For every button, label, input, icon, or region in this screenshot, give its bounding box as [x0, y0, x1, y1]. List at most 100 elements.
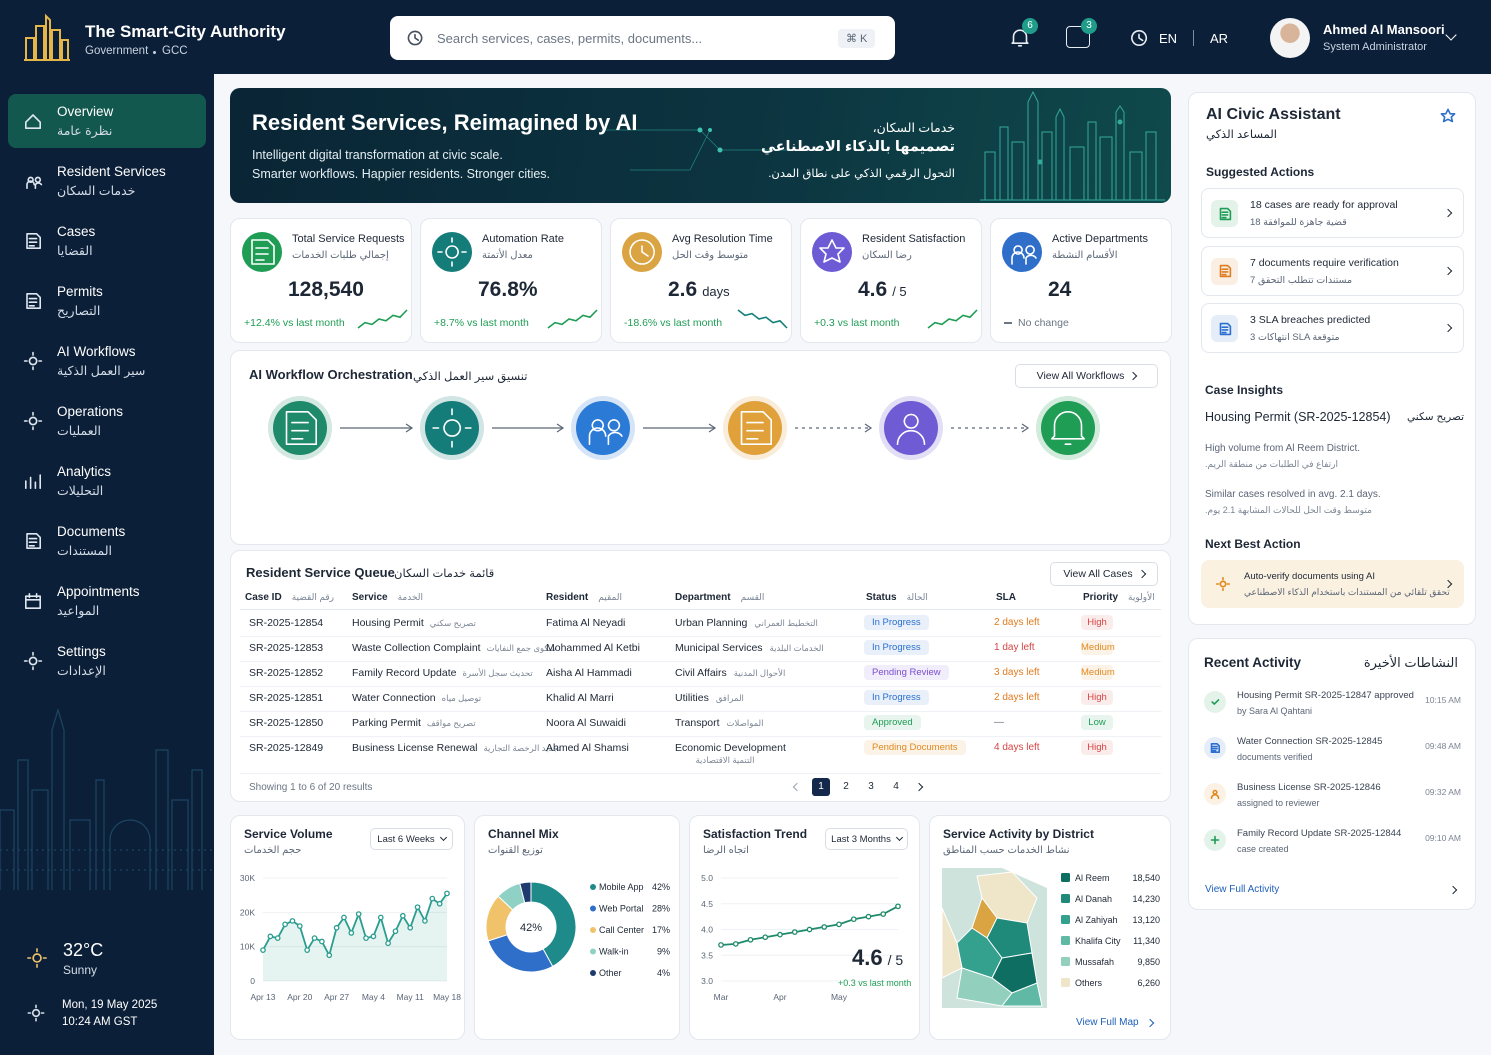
button[interactable]: View All Cases: [1050, 562, 1158, 586]
column-label-ar: المقيم: [598, 592, 622, 602]
pie-slice: [519, 881, 532, 904]
kpi-value: 24: [1048, 278, 1072, 301]
page-button[interactable]: 1: [812, 778, 830, 796]
column-label-ar: الخدمة: [397, 592, 424, 602]
point: [311, 935, 318, 941]
graphic: [26, 176, 43, 189]
page-button[interactable]: 4: [893, 781, 899, 792]
district-value: 13,120: [1132, 915, 1160, 925]
nav-label: Settings: [57, 644, 106, 659]
kpi-change: +0.3 vs last month: [814, 317, 900, 329]
graphic: [1219, 264, 1231, 278]
weather-condition: Sunny: [63, 963, 98, 977]
district-value: 14,230: [1132, 894, 1160, 904]
kpi-change: -18.6% vs last month: [624, 317, 723, 329]
filter-dropdown[interactable]: Last 3 Months: [825, 828, 908, 850]
assistant-title-ar: المساعد الذكي: [1206, 129, 1277, 141]
department-ar: التخطيط العمراني: [754, 618, 818, 628]
kpi-value-row: 128,540: [288, 278, 364, 302]
graphic: [728, 401, 782, 455]
button[interactable]: View All Workflows: [1015, 364, 1158, 388]
nav-label-ar: التحليلات: [57, 484, 104, 498]
sla: 2 days left: [994, 617, 1040, 628]
panel-title-ar: قائمة خدمات السكان: [394, 568, 495, 580]
kpi-value: 128,540: [288, 278, 364, 301]
graphic: [25, 114, 41, 129]
point: [377, 914, 384, 921]
point: [444, 890, 450, 897]
sla: 2 days left: [994, 692, 1040, 703]
priority-pill: High: [1081, 690, 1113, 705]
icon: [26, 293, 41, 309]
link[interactable]: View Full Activity: [1205, 884, 1280, 895]
graphic: [242, 232, 282, 272]
icon: [1219, 207, 1231, 220]
arrow-head: [1021, 423, 1030, 433]
service: Housing Permit: [352, 617, 424, 629]
district-label: Al Reem: [1075, 873, 1110, 883]
nav-label-ar: خدمات السكان: [57, 184, 136, 198]
priority-pill: Low: [1081, 715, 1113, 730]
graphic: [25, 474, 41, 489]
resident: Ahmed Al Shamsi: [546, 742, 629, 754]
resident: Khalid Al Marri: [546, 692, 614, 704]
point: [436, 900, 443, 907]
x-tick-label: Apr 20: [287, 992, 312, 1002]
district-value: 9,850: [1137, 957, 1160, 967]
value-label: 17%: [652, 925, 670, 935]
activity-detail: by Sara Al Qahtani: [1237, 706, 1313, 716]
action-card[interactable]: [1201, 188, 1464, 238]
dash: [1004, 322, 1012, 324]
page-button[interactable]: 2: [843, 781, 849, 792]
column-header: Service الخدمة: [352, 592, 423, 603]
column-label-ar: الأولوية: [1128, 592, 1155, 602]
status-pill: Approved: [864, 715, 921, 730]
action-card[interactable]: [1201, 245, 1464, 296]
y-tick-label: 5.0: [701, 873, 713, 883]
button-label: View All Workflows: [1036, 370, 1125, 382]
language-option[interactable]: EN: [1159, 31, 1178, 46]
chart-title: Satisfaction Trend: [703, 827, 808, 841]
kpi-title-ar: متوسط وقت الحل: [672, 250, 749, 261]
message-button[interactable]: [1066, 26, 1090, 48]
graphic: [425, 401, 479, 455]
graphic: [27, 948, 47, 968]
point: [718, 942, 724, 948]
priority-pill: Medium: [1081, 665, 1115, 680]
sla: 4 days left: [994, 742, 1040, 753]
search-box[interactable]: [390, 16, 895, 60]
link[interactable]: View Full Map: [1076, 1017, 1154, 1028]
next-action-card[interactable]: [1201, 560, 1464, 608]
headline-unit: / 5: [887, 952, 904, 968]
x-tick-label: Apr: [773, 992, 786, 1002]
header-rule: [240, 609, 1161, 610]
message-count: 3: [1081, 18, 1097, 34]
hero-line: Intelligent digital transformation at ci…: [252, 148, 503, 162]
section-title: Case Insights: [1205, 383, 1284, 397]
hero-network: [600, 127, 800, 171]
nav-label: Resident Services: [57, 164, 166, 179]
action-card[interactable]: [1201, 303, 1464, 353]
y-tick-label: 30K: [240, 873, 255, 883]
nav-label-ar: نظرة عامة: [57, 124, 113, 138]
user-menu[interactable]: Ahmed Al Mansoori: [1323, 22, 1445, 37]
nav-label-ar: القضايا: [57, 244, 93, 258]
icon: [23, 651, 43, 671]
icon: [25, 114, 41, 129]
nav-item[interactable]: [8, 94, 206, 148]
kpi-value-row: 2.6 days: [668, 278, 730, 302]
nav-label: Analytics: [57, 464, 112, 479]
icon: [437, 237, 467, 267]
filter-dropdown[interactable]: Last 6 Weeks: [370, 828, 453, 850]
page-button[interactable]: 3: [868, 781, 874, 792]
legend-dot: [590, 905, 596, 912]
point: [895, 903, 901, 910]
district-label: Mussafah: [1075, 957, 1114, 967]
next-action: Auto-verify documents using AI: [1244, 571, 1375, 582]
icon-bg: [432, 232, 472, 272]
language-option[interactable]: AR: [1210, 31, 1229, 46]
panel-title-ar: تنسيق سير العمل الذكي: [413, 371, 528, 383]
chart-card: [689, 815, 920, 1040]
point: [274, 935, 281, 941]
